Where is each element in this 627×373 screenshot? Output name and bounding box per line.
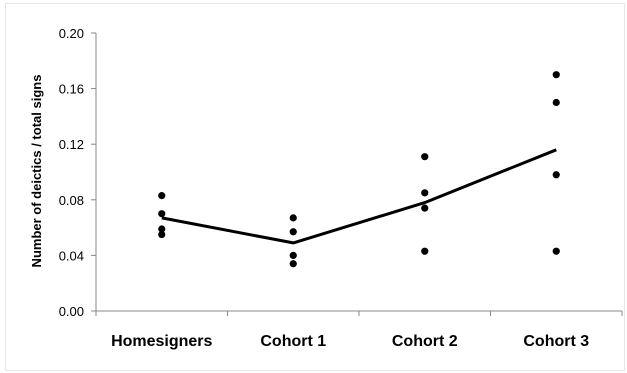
data-point <box>289 214 297 222</box>
y-tick-labels: 0.00 0.04 0.08 0.12 0.16 0.20 <box>59 26 84 319</box>
data-point <box>421 204 429 212</box>
data-point <box>158 210 166 218</box>
data-point <box>421 153 429 161</box>
y-axis-label: Number of deictics / total signs <box>29 75 44 268</box>
x-category-label: Cohort 3 <box>523 333 589 350</box>
data-point <box>158 192 166 200</box>
x-category-label: Cohort 1 <box>260 333 326 350</box>
x-category-label: Homesigners <box>111 333 212 350</box>
y-tick-label: 0.12 <box>59 137 84 152</box>
axes <box>91 32 623 316</box>
y-tick-label: 0.20 <box>59 26 84 41</box>
data-point <box>289 260 297 268</box>
y-tick-label: 0.00 <box>59 304 84 319</box>
mean-line <box>161 148 557 245</box>
x-category-label: Cohort 2 <box>392 333 458 350</box>
data-point <box>552 98 560 107</box>
data-point <box>421 247 429 255</box>
data-point <box>158 225 166 233</box>
data-point <box>552 171 560 179</box>
data-point <box>552 71 560 79</box>
y-tick-label: 0.04 <box>59 248 84 263</box>
data-point <box>421 189 429 197</box>
data-point <box>552 247 560 255</box>
y-tick-label: 0.08 <box>59 193 84 208</box>
x-category-labels: Homesigners Cohort 1 Cohort 2 Cohort 3 <box>111 333 589 350</box>
series <box>158 71 560 268</box>
y-tick-label: 0.16 <box>59 82 84 97</box>
data-point <box>289 228 297 236</box>
chart-frame <box>5 3 625 371</box>
data-point <box>158 230 166 239</box>
data-point <box>289 251 297 259</box>
